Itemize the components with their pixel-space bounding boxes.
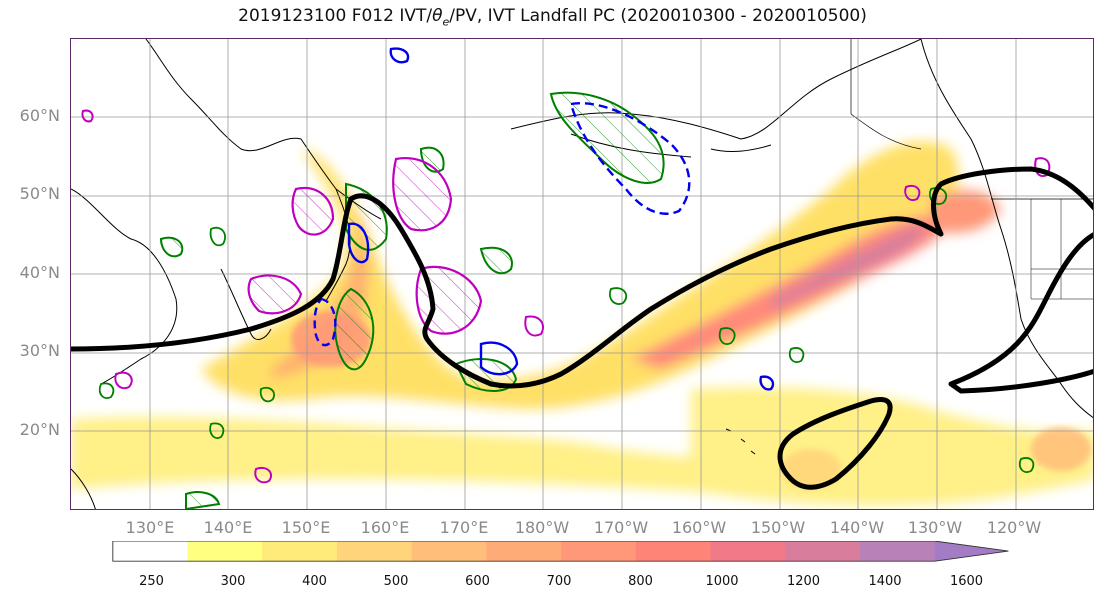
lon-label: 130°E — [125, 518, 175, 537]
pv-min-dashed — [313, 297, 337, 347]
theta-e-small — [209, 226, 226, 247]
colorbar-cell — [262, 541, 338, 562]
theta-e-region — [549, 91, 665, 184]
colorbar-tick-label: 800 — [628, 574, 653, 589]
coastline-alaska-peninsula — [710, 144, 772, 153]
lon-label: 140°E — [203, 518, 253, 537]
lon-label: 180°W — [514, 518, 570, 537]
pv-small — [904, 185, 921, 201]
lon-label: 160°E — [360, 518, 410, 537]
lon-label: 160°W — [671, 518, 727, 537]
pv-small — [81, 109, 94, 123]
pv-min-dashed — [569, 102, 691, 215]
colorbar-cell — [561, 541, 637, 562]
coastline-philippines — [71, 468, 96, 509]
colorbar-tick-label: 1000 — [705, 574, 739, 589]
border-states — [1030, 199, 1093, 300]
lat-label: 50°N — [19, 184, 60, 203]
colorbar-cell — [486, 541, 562, 562]
coastline-asia-east — [71, 188, 178, 385]
pv-min — [479, 341, 519, 376]
landfall-contour-main — [71, 166, 1093, 389]
lon-label: 140°W — [829, 518, 885, 537]
lat-label: 60°N — [19, 106, 60, 125]
colorbar-cell — [411, 541, 487, 562]
lon-label: 150°E — [281, 518, 331, 537]
ivt-ar-peak — [771, 224, 924, 309]
coastline-kamchatka — [145, 39, 351, 302]
border-alaska-canada — [850, 39, 922, 150]
pv-min — [759, 375, 775, 391]
pv-negative-contours — [313, 47, 775, 391]
lon-label: 120°W — [986, 518, 1042, 537]
colorbar-tick-label: 1400 — [868, 574, 902, 589]
colorbar-cell — [934, 541, 1009, 562]
pv-min — [347, 222, 370, 264]
lat-label: 40°N — [19, 263, 60, 282]
coastline-nw-america — [920, 39, 1093, 419]
ivt-band-southern — [71, 416, 691, 491]
pv-min — [389, 47, 410, 64]
lon-label: 150°W — [750, 518, 806, 537]
colorbar-tick-label: 1600 — [949, 574, 984, 589]
colorbar-cell — [635, 541, 711, 562]
colorbar-cell — [859, 541, 936, 562]
colorbar-tick-label: 700 — [546, 574, 572, 589]
lat-label: 30°N — [19, 341, 60, 360]
map-panel — [70, 38, 1094, 510]
colorbar-tick-label: 400 — [302, 574, 327, 589]
theta-e-small — [609, 287, 628, 305]
theta-e-region — [345, 182, 388, 251]
colorbar-cell — [112, 541, 188, 562]
theta-e-region — [185, 491, 221, 509]
pv-max-region — [291, 186, 335, 236]
colorbar-cell — [187, 541, 263, 562]
map-canvas — [71, 39, 1093, 509]
theta-e-small — [98, 382, 115, 399]
colorbar — [112, 541, 1009, 562]
theta-e-small — [209, 422, 225, 439]
pv-max-region — [392, 156, 453, 232]
pv-small — [524, 315, 545, 337]
pv-small — [254, 467, 273, 484]
colorbar-tick-label: 1200 — [786, 574, 821, 589]
lon-label: 170°E — [439, 518, 489, 537]
coastline-japan — [220, 268, 272, 340]
colorbar-tick-label: 500 — [383, 574, 409, 589]
ivt-ne-plume — [931, 190, 1001, 233]
theta-e-small — [718, 327, 736, 345]
theta-e-region — [334, 287, 375, 371]
pv-max-region — [247, 274, 303, 315]
lat-label: 20°N — [19, 420, 60, 439]
landfall-contour-east — [948, 232, 1093, 394]
theta-e-contours — [159, 91, 665, 509]
landfall-contours — [71, 166, 1093, 490]
theta-e-small — [259, 386, 275, 403]
theta-e-small — [788, 347, 805, 363]
ivt-plume-main — [201, 141, 959, 409]
theta-e-small — [1018, 457, 1035, 473]
pv-small — [114, 371, 133, 390]
figure-title: 2019123100 F012 IVT/θe/PV, IVT Landfall … — [238, 6, 867, 29]
colorbar-cell — [785, 541, 861, 562]
colorbar-cell — [710, 541, 786, 562]
theta-e-region — [454, 358, 518, 392]
lon-label: 170°W — [593, 518, 649, 537]
theta-e-small-contours — [98, 187, 1035, 473]
theta-e-region — [159, 236, 184, 258]
colorbar-tick-label: 250 — [139, 574, 164, 589]
colorbar-cell — [336, 541, 413, 562]
ivt-shading — [71, 141, 1093, 506]
colorbar-tick-label: 300 — [220, 574, 246, 589]
landfall-contour-loop — [777, 397, 893, 490]
theta-e-region — [479, 246, 513, 275]
lon-label: 130°W — [907, 518, 963, 537]
colorbar-tick-label: 600 — [465, 574, 490, 589]
